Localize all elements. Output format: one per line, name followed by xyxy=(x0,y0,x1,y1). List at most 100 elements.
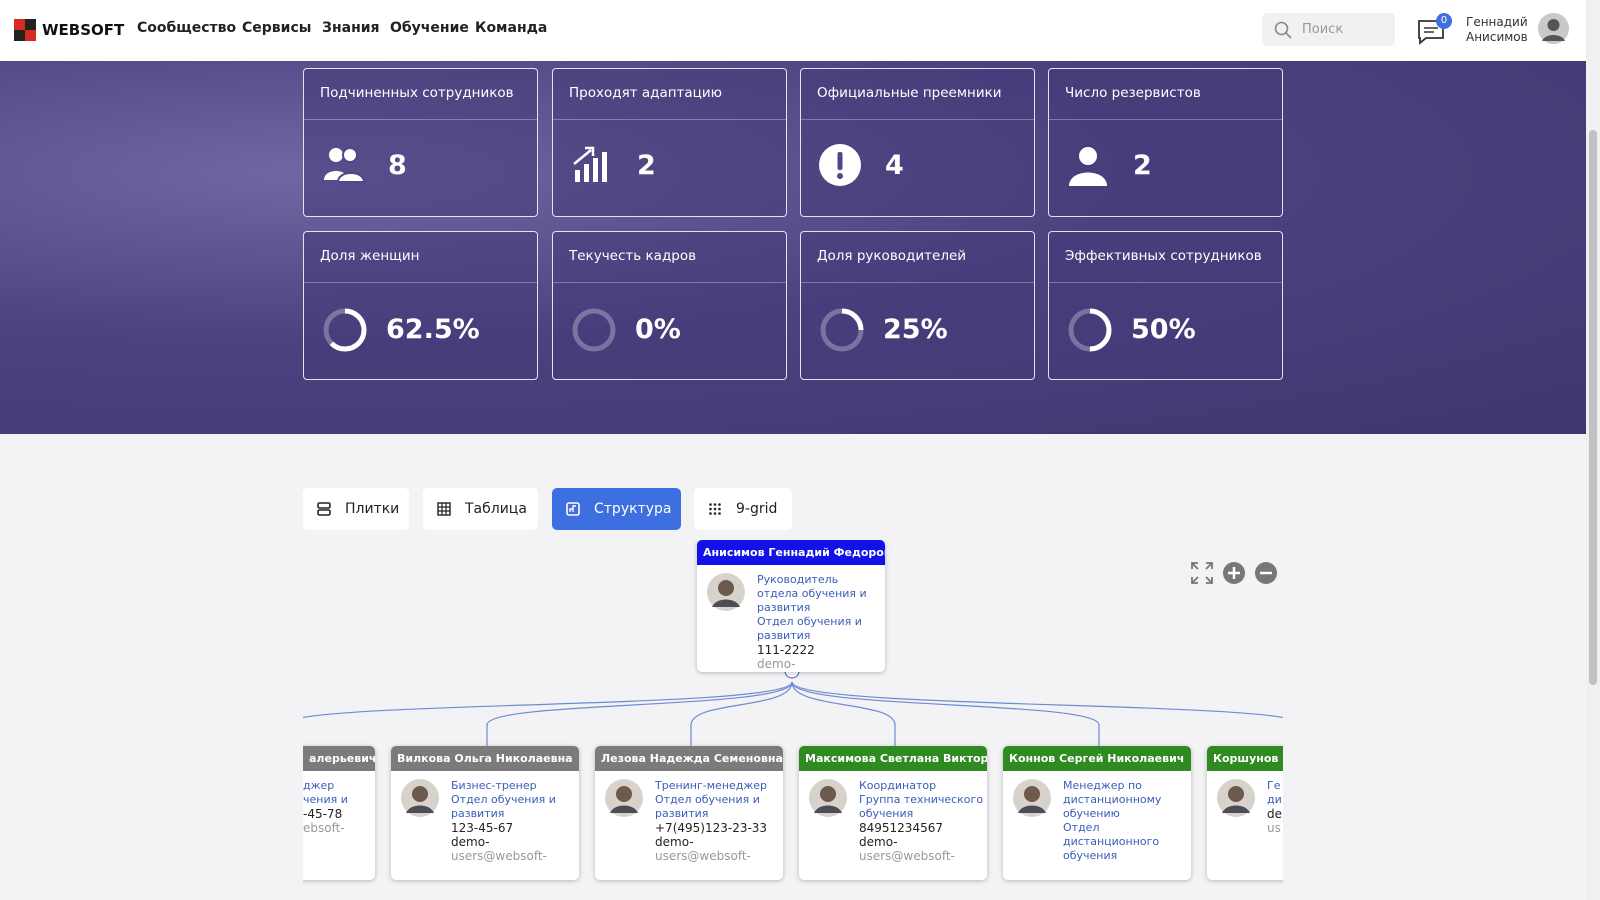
search-box[interactable]: Поиск xyxy=(1262,13,1395,46)
node-info-line: Ге xyxy=(1267,779,1281,792)
node-name: алерьевич xyxy=(303,746,375,771)
stat-value: 0% xyxy=(635,314,681,345)
connectors xyxy=(303,663,1283,746)
node-info-line: Отдел обучения и развития xyxy=(757,615,862,642)
user-name[interactable]: Геннадий Анисимов xyxy=(1466,15,1528,45)
node-contact: 111-2222 xyxy=(757,643,815,657)
stat-card: Официальные преемники 4 xyxy=(800,68,1035,217)
stat-title: Число резервистов xyxy=(1065,85,1201,101)
node-contact: demo- xyxy=(451,835,490,849)
node-info-line: Координатор xyxy=(859,779,937,792)
zoom-in-button[interactable] xyxy=(1222,561,1246,585)
node-contact: demo- xyxy=(859,835,898,849)
stat-card: Проходят адаптацию 2 xyxy=(552,68,787,217)
top-bar: WEBSOFT Поиск 0 Геннадий Анисимов Сообщес… xyxy=(0,0,1586,61)
logo-icon xyxy=(14,19,36,41)
stat-divider xyxy=(553,282,786,283)
view-tab[interactable]: 9-grid xyxy=(694,488,792,530)
logo-text: WEBSOFT xyxy=(42,21,125,39)
node-info: Ге ди de us xyxy=(1267,779,1283,835)
scrollbar-thumb[interactable] xyxy=(1589,130,1597,685)
user-last-name: Анисимов xyxy=(1466,30,1528,44)
node-contact: demo- xyxy=(757,657,796,671)
nav-item[interactable]: Обучение xyxy=(390,20,469,36)
node-info-line: Руководитель отдела обучения и развития xyxy=(757,573,867,614)
connector xyxy=(690,681,793,746)
connector xyxy=(791,681,896,746)
stat-value: 50% xyxy=(1131,314,1196,345)
search-placeholder: Поиск xyxy=(1302,22,1344,37)
node-info-line: джер xyxy=(303,779,335,792)
tab-icon xyxy=(437,502,451,516)
avatar xyxy=(605,779,643,817)
node-info-line: ди xyxy=(1267,793,1282,806)
nav-item[interactable]: Сервисы xyxy=(242,20,312,36)
user-avatar[interactable] xyxy=(1538,13,1569,44)
donut-arc xyxy=(323,308,367,352)
nav-item[interactable]: Команда xyxy=(475,20,548,36)
stat-divider xyxy=(1049,282,1282,283)
search-icon xyxy=(1274,21,1292,39)
tab-icon xyxy=(317,502,331,516)
stat-icon xyxy=(323,308,367,352)
node-info-line: Менеджер по дистанционному обучению xyxy=(1063,779,1162,820)
node-contact: users@websoft- xyxy=(655,849,751,863)
node-info-line: Отдел обучения и развития xyxy=(655,793,760,820)
node-info-line: Отдел дистанционного обучения xyxy=(1063,821,1160,862)
org-node[interactable]: Максимова Светлана Викторовна Координатор… xyxy=(799,746,987,880)
tab-label: 9-grid xyxy=(736,501,778,517)
node-info: Тренинг-менеджер Отдел обучения и развити… xyxy=(655,779,780,863)
stat-card: Текучесть кадров 0% xyxy=(552,231,787,380)
tab-label: Плитки xyxy=(345,501,400,517)
nav-item[interactable]: Знания xyxy=(322,20,380,36)
nav-item[interactable]: Сообщество xyxy=(137,20,237,36)
org-node[interactable]: Лезова Надежда Семеновна Тренинг-менеджер… xyxy=(595,746,783,880)
node-info: джер чения и -45-78 ebsoft- xyxy=(303,779,375,835)
org-node[interactable]: Коннов Сергей Николаевич Менеджер по дист… xyxy=(1003,746,1191,880)
zoom-out-button[interactable] xyxy=(1254,561,1278,585)
stat-divider xyxy=(304,119,537,120)
node-contact: 123-45-67 xyxy=(451,821,514,835)
stat-title: Проходят адаптацию xyxy=(569,85,723,101)
node-contact: de xyxy=(1267,807,1282,821)
stat-icon xyxy=(1069,147,1107,186)
node-info-line: Тренинг-менеджер xyxy=(655,779,768,792)
stat-divider xyxy=(801,282,1034,283)
node-info-line: Бизнес-тренер xyxy=(451,779,537,792)
stat-title: Доля женщин xyxy=(320,248,420,264)
stat-value: 4 xyxy=(885,150,904,181)
tab-label: Таблица xyxy=(465,501,527,517)
node-name: Вилкова Ольга Николаевна xyxy=(391,746,579,771)
view-tab[interactable]: Плитки xyxy=(303,488,409,530)
tab-icon xyxy=(709,503,721,515)
stat-card: Подчиненных сотрудников 8 xyxy=(303,68,538,217)
stat-card: Эффективных сотрудников 50% xyxy=(1048,231,1283,380)
scrollbar xyxy=(1586,0,1600,900)
stat-divider xyxy=(304,282,537,283)
view-tab[interactable]: Структура xyxy=(552,488,681,530)
avatar xyxy=(1013,779,1051,817)
node-info: Руководитель отдела обучения и развития О… xyxy=(757,573,882,671)
node-contact: 84951234567 xyxy=(859,821,943,835)
org-node[interactable]: алерьевич джер чения и -45-78 ebsoft- xyxy=(303,746,375,880)
stat-divider xyxy=(553,119,786,120)
stat-value: 2 xyxy=(637,150,656,181)
org-node[interactable]: Анисимов Геннадий Федорович Руководитель … xyxy=(697,540,885,672)
node-info: Бизнес-тренер Отдел обучения и развития 12… xyxy=(451,779,576,863)
stat-icon xyxy=(573,146,607,182)
connector xyxy=(791,681,1100,746)
stat-divider xyxy=(801,119,1034,120)
view-tab[interactable]: Таблица xyxy=(423,488,538,530)
org-node[interactable]: Вилкова Ольга Николаевна Бизнес-тренер Отд… xyxy=(391,746,579,880)
donut-track xyxy=(572,308,616,352)
fit-button[interactable] xyxy=(1190,561,1214,585)
node-info: Координатор Группа технического обучения 8… xyxy=(859,779,984,863)
node-info-line: Отдел обучения и развития xyxy=(451,793,556,820)
node-name: Коршунов Ки xyxy=(1207,746,1283,771)
node-contact: us xyxy=(1267,821,1281,835)
node-contact: +7(495)123-23-33 xyxy=(655,821,768,835)
avatar xyxy=(1217,779,1255,817)
node-info-line: Группа технического обучения xyxy=(859,793,984,820)
donut-arc xyxy=(820,308,864,352)
